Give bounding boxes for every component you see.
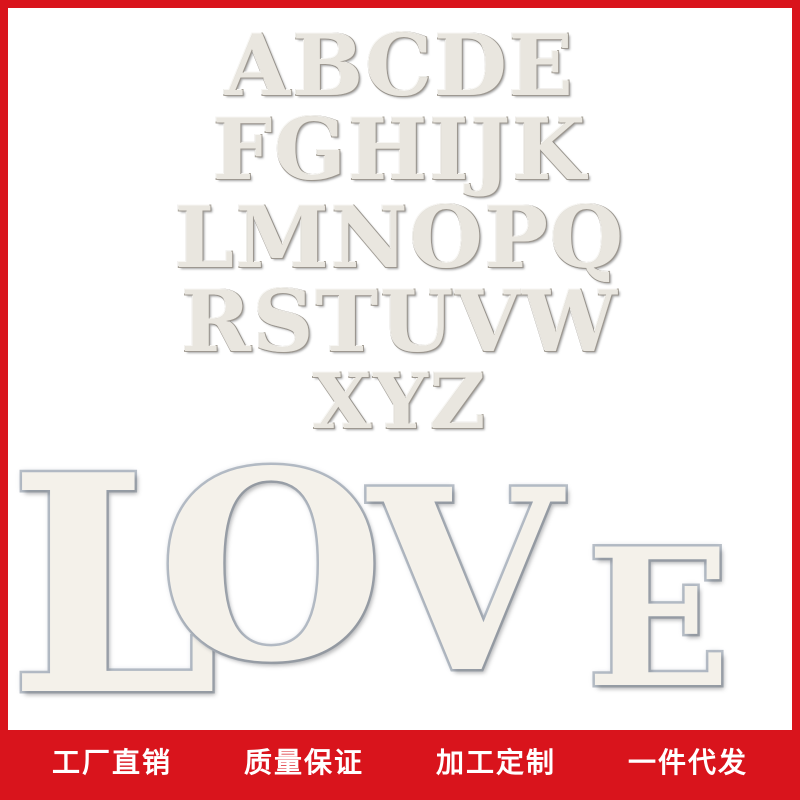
pearl-letter-patch: J xyxy=(470,100,513,199)
pearl-letter-patch: Z xyxy=(429,357,488,446)
alphabet-row-2: F G H I J K xyxy=(8,100,792,199)
pearl-letter-patch: C xyxy=(364,16,435,115)
pearl-letter-patch: T xyxy=(315,272,381,371)
pearl-letter-patch: H xyxy=(347,100,430,199)
pearl-letter-patch: E xyxy=(508,16,575,115)
alphabet-row-4: R S T U V W xyxy=(8,272,792,371)
pearl-letter-patch: N xyxy=(330,188,410,287)
pearl-letter-patch: M xyxy=(235,188,331,287)
pearl-letter-patch: R xyxy=(180,272,253,371)
pearl-letter-patch: I xyxy=(428,100,471,199)
pearl-letter-patch: W xyxy=(522,272,619,371)
alphabet-row-1: A B C D E xyxy=(8,16,792,115)
banner-factory-direct: 工厂直销 xyxy=(51,746,172,779)
love-word-patches: L O V E xyxy=(8,409,792,762)
promo-banner: 工厂直销 质量保证 加工定制 一件代发 xyxy=(8,730,792,792)
pearl-letter-patch: A xyxy=(224,16,293,115)
alphabet-row-3: L M N O P Q xyxy=(8,188,792,287)
pearl-letter-patch: V xyxy=(454,272,523,371)
pearl-letter-patch: X xyxy=(312,357,374,446)
banner-custom-processing: 加工定制 xyxy=(435,746,556,779)
pearl-letter-patch: B xyxy=(291,16,366,115)
pearl-letter-patch: P xyxy=(484,188,550,287)
love-letter-l: L xyxy=(8,409,221,762)
pearl-letter-patch: Y xyxy=(373,357,430,446)
love-letter-o: O xyxy=(155,415,386,720)
banner-dropshipping: 一件代发 xyxy=(627,746,748,779)
banner-quality-guarantee: 质量保证 xyxy=(243,746,364,779)
pearl-letter-patch: O xyxy=(409,188,485,287)
pearl-letter-patch: K xyxy=(511,100,588,199)
love-letter-e: E xyxy=(584,507,734,730)
pearl-letter-patch: F xyxy=(212,100,275,199)
pearl-letter-patch: S xyxy=(252,272,316,371)
pearl-letter-patch: G xyxy=(273,100,348,199)
pearl-letter-patch: U xyxy=(379,272,456,371)
pearl-letter-patch: D xyxy=(433,16,509,115)
love-letter-v: V xyxy=(366,434,565,728)
alphabet-row-5: X Y Z xyxy=(8,357,792,446)
pearl-letter-patch: Q xyxy=(549,188,626,287)
pearl-letter-patch: L xyxy=(174,188,236,287)
